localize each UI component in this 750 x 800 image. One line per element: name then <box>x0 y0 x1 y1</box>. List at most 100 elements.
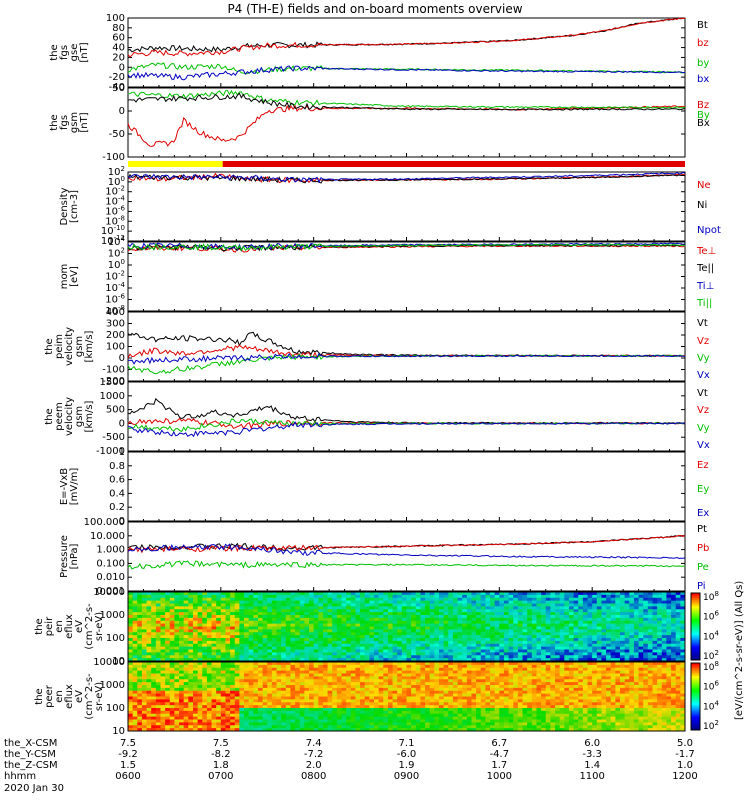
heatmap-cell <box>513 626 519 630</box>
heatmap-cell <box>322 662 329 666</box>
heatmap-cell <box>452 600 459 604</box>
heatmap-cell <box>141 643 148 648</box>
heatmap-cell <box>582 603 589 607</box>
heatmap-cell <box>322 693 329 697</box>
heatmap-cell <box>341 705 347 709</box>
heatmap-cell <box>128 725 134 729</box>
heatmap-cell <box>244 690 250 695</box>
heatmap-cell <box>355 670 361 674</box>
heatmap-cell <box>355 606 361 610</box>
heatmap-cell <box>220 612 226 616</box>
heatmap-cell <box>146 676 152 680</box>
heatmap-cell <box>299 722 305 726</box>
heatmap-cell <box>438 629 445 633</box>
heatmap-cell <box>406 667 412 672</box>
heatmap-cell <box>248 708 254 712</box>
heatmap-cell <box>522 592 528 596</box>
heatmap-cell <box>336 670 343 674</box>
heatmap-cell <box>281 617 287 622</box>
y-tick-label: 10-2 <box>105 185 125 198</box>
heatmap-cell <box>165 640 171 645</box>
heatmap-cell <box>387 592 394 596</box>
y-tick-label: -40 <box>109 82 125 93</box>
heatmap-cell <box>513 603 519 607</box>
heatmap-cell <box>160 713 166 718</box>
heatmap-cell <box>374 652 380 656</box>
heatmap-cell <box>401 728 407 732</box>
heatmap-cell <box>132 609 138 613</box>
heatmap-cell <box>244 638 250 642</box>
heatmap-cell <box>434 638 440 642</box>
heatmap-cell <box>244 719 250 723</box>
heatmap-cell <box>318 638 324 642</box>
series-line-pi <box>127 543 686 560</box>
heatmap-cell <box>285 635 291 639</box>
heatmap-cell <box>169 662 175 666</box>
heatmap-cell <box>188 667 194 672</box>
heatmap-cell <box>322 685 329 689</box>
heatmap-cell <box>350 713 356 718</box>
heatmap-cell <box>285 623 291 627</box>
heatmap-cell <box>336 655 343 659</box>
heatmap-cell <box>141 716 148 720</box>
heatmap-cell <box>179 632 185 636</box>
heatmap-cell <box>615 643 621 648</box>
heatmap-cell <box>244 617 250 622</box>
heatmap-cell <box>341 632 347 636</box>
heatmap-cell <box>360 658 366 662</box>
heatmap-cell <box>531 658 537 662</box>
heatmap-cell <box>128 722 134 726</box>
heatmap-cell <box>378 658 384 662</box>
heatmap-cell <box>309 638 315 642</box>
heatmap-cell <box>239 606 245 610</box>
heatmap-cell <box>536 635 542 639</box>
heatmap-cell <box>234 606 240 610</box>
heatmap-cell <box>257 725 264 729</box>
heatmap-cell <box>295 679 301 683</box>
heatmap-cell <box>128 690 134 695</box>
heatmap-cell <box>406 713 412 718</box>
heatmap-cell <box>531 632 537 636</box>
heatmap-cell <box>476 649 482 653</box>
heatmap-cell <box>304 682 310 686</box>
heatmap-cell <box>211 649 217 653</box>
heatmap-cell <box>267 708 273 712</box>
heatmap-cell <box>137 612 143 616</box>
heatmap-cell <box>629 629 635 633</box>
heatmap-cell <box>633 632 640 636</box>
heatmap-cell <box>244 649 250 653</box>
heatmap-cell <box>216 592 222 596</box>
heatmap-cell <box>610 632 616 636</box>
heatmap-cell <box>332 708 338 712</box>
heatmap-cell <box>633 597 640 602</box>
heatmap-cell <box>457 617 463 622</box>
heatmap-cell <box>536 615 542 619</box>
heatmap-cell <box>146 685 152 689</box>
heatmap-cell <box>309 719 315 723</box>
heatmap-cell <box>378 623 384 627</box>
heatmap-cell <box>633 603 640 607</box>
heatmap-cell <box>517 617 524 622</box>
heatmap-cell <box>522 635 528 639</box>
heatmap-cell <box>132 687 138 692</box>
heatmap-cell <box>155 682 161 686</box>
heatmap-cell <box>192 696 199 700</box>
heatmap-cell <box>573 655 579 659</box>
heatmap-cell <box>517 612 524 616</box>
heatmap-cell <box>420 652 426 656</box>
heatmap-cell <box>313 664 319 669</box>
heatmap-cell <box>471 629 477 633</box>
heatmap-cell <box>397 652 403 656</box>
heatmap-cell <box>160 679 166 683</box>
heatmap-cell <box>374 725 380 729</box>
heatmap-cell <box>647 649 654 653</box>
heatmap-cell <box>466 617 472 622</box>
heatmap-cell <box>503 617 510 622</box>
heatmap-cell <box>508 640 514 645</box>
heatmap-cell <box>541 597 547 602</box>
heatmap-cell <box>183 646 189 650</box>
heatmap-cell <box>174 620 180 625</box>
heatmap-cell <box>360 646 366 650</box>
heatmap-cell <box>476 600 482 604</box>
heatmap-cell <box>392 606 398 610</box>
